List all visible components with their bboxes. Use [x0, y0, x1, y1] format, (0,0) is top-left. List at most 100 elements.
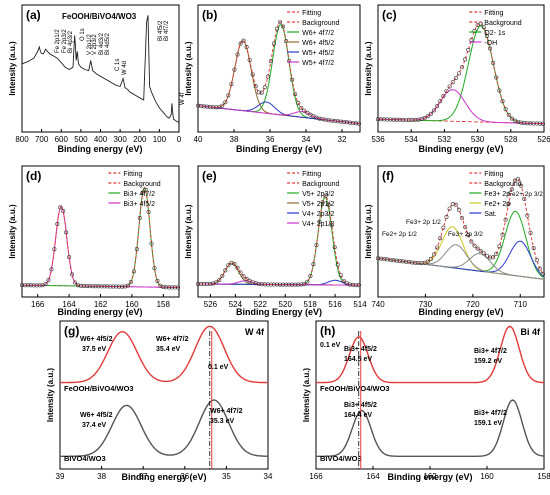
data-point: [347, 282, 352, 287]
data-point: [516, 177, 521, 182]
data-point: [456, 71, 461, 76]
legend-label: W6+ 4f5/2: [302, 40, 334, 47]
x-tick-label: 40: [194, 135, 203, 144]
series-label: BiVO4/WO3: [64, 454, 106, 463]
data-point: [497, 88, 502, 93]
x-tick-label: 32: [338, 135, 347, 144]
data-point: [338, 119, 343, 124]
x-tick-label: 600: [55, 135, 69, 144]
panel-letter: (f): [382, 169, 394, 183]
data-point: [67, 255, 72, 260]
data-point: [425, 259, 430, 264]
x-tick-label: 34: [302, 135, 311, 144]
peak-annotation: Fe3+ 2p 1/2: [406, 219, 441, 226]
peak-annotation: W6+ 4f7/2: [156, 336, 189, 343]
data-point: [428, 256, 433, 261]
data-point: [503, 107, 508, 112]
data-point: [256, 90, 261, 95]
x-tick-label: 0: [177, 135, 182, 144]
x-tick-label: 528: [504, 135, 518, 144]
data-point: [265, 74, 270, 79]
data-point: [205, 282, 210, 287]
peak-label: O 1s: [80, 28, 86, 41]
legend-label: Bi3+ 4f5/2: [123, 201, 155, 208]
data-point: [438, 99, 443, 104]
data-point: [232, 67, 237, 72]
series-label: FeOOH/BiVO4/WO3: [320, 384, 390, 393]
data-point: [302, 108, 307, 113]
data-point: [290, 77, 295, 82]
data-point: [262, 282, 267, 287]
data-point: [329, 223, 334, 228]
data-point: [238, 41, 243, 46]
data-point: [317, 219, 322, 224]
peak-annotation: Bi3+ 4f7/2: [474, 348, 507, 355]
data-point: [320, 200, 325, 205]
data-point: [161, 284, 166, 289]
y-axis-label: Intensity (a.u.): [184, 41, 193, 96]
plot-frame: [59, 320, 269, 470]
survey-line: [21, 15, 180, 123]
data-point: [256, 281, 261, 286]
data-point: [329, 118, 334, 123]
x-tick-label: 526: [537, 135, 550, 144]
legend-label: Fe2+ 2p: [484, 201, 510, 208]
data-point: [108, 284, 113, 289]
data-point: [96, 284, 101, 289]
data-point: [491, 255, 496, 260]
panel-letter: (h): [320, 324, 335, 338]
data-point: [99, 284, 104, 289]
data-point: [208, 281, 213, 286]
data-point: [238, 270, 243, 275]
legend-label: -OH: [484, 40, 497, 47]
data-point: [305, 110, 310, 115]
peak-label: W 4f: [180, 92, 186, 105]
plot-frame: [21, 4, 180, 133]
data-point: [475, 246, 480, 251]
data-point: [75, 283, 80, 288]
legend-label: Background: [123, 181, 160, 188]
legend-label: Fitting: [302, 171, 321, 178]
legend-label: V4+ 2p3/2: [302, 211, 334, 218]
data-point: [196, 281, 201, 286]
data-point: [278, 19, 283, 24]
fitting-curve: [378, 22, 544, 125]
component-peak: [377, 210, 545, 279]
data-point: [31, 283, 36, 288]
data-point: [353, 121, 358, 126]
data-point: [531, 246, 536, 251]
data-point: [90, 284, 95, 289]
plot-frame: [377, 165, 545, 298]
peak-annotation: 159.1 eV: [474, 420, 502, 427]
legend-label: Fitting: [123, 171, 142, 178]
data-point: [293, 282, 298, 287]
data-point: [528, 230, 533, 235]
data-point: [208, 104, 213, 109]
data-point: [241, 38, 246, 43]
legend-label: Fitting: [302, 10, 321, 17]
series-label: BiVO4/WO3: [320, 454, 362, 463]
x-tick-label: 518: [303, 300, 317, 309]
peak-annotation: 159.2 eV: [474, 358, 502, 365]
data-point: [143, 187, 148, 192]
data-point: [290, 282, 295, 287]
data-point: [350, 120, 355, 125]
peak-annotation: Fe2+ 2p 3/2: [508, 191, 543, 198]
panel-f: 740 730 720 710 Binding energy (eV) Intensity…: [364, 165, 545, 317]
x-axis-label: Binding energy (eV): [121, 472, 206, 482]
data-point: [509, 187, 514, 192]
x-axis-label: Binding Energy (eV): [236, 144, 322, 154]
y-axis-label: Intensity (a.u.): [8, 41, 17, 96]
x-tick-label: 520: [279, 300, 293, 309]
data-point: [332, 118, 337, 123]
data-point: [205, 104, 210, 109]
peak-annotation: Fe2+ 2p 1/2: [382, 231, 417, 238]
data-point: [22, 283, 27, 288]
data-point: [244, 276, 249, 281]
data-point: [447, 206, 452, 211]
data-point: [70, 272, 75, 277]
data-point: [356, 121, 361, 126]
data-point: [463, 225, 468, 230]
data-point: [152, 266, 157, 271]
